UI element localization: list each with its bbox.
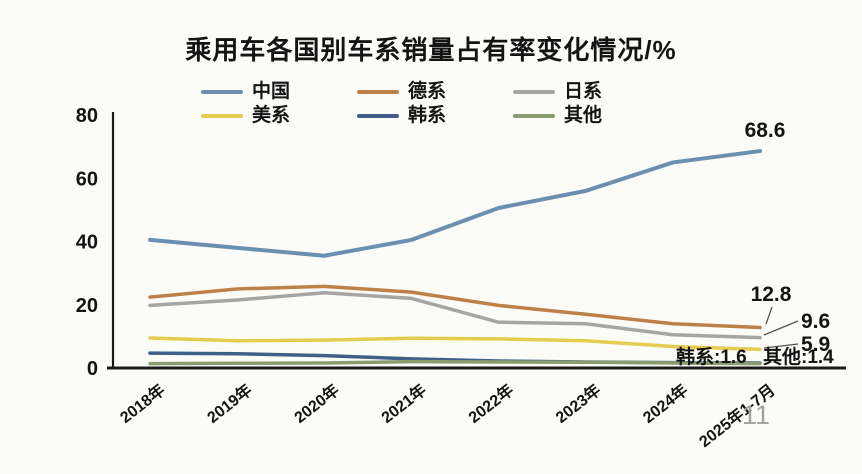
x-tick-label-2: 2020年 [290,380,342,427]
annotation-american: 5.9 [801,333,830,356]
annotation-leader-american [763,343,799,349]
y-tick-label: 80 [76,105,98,127]
legend-label-other: 其他 [564,105,603,126]
y-tick-label: 40 [76,232,98,254]
x-tick-label-5: 2023年 [552,380,604,427]
series-line-american [148,336,762,352]
y-tick-label: 60 [76,168,98,190]
x-tick-label-1: 2019年 [203,380,255,427]
legend-swatch-american-icon [201,113,243,118]
legend-swatch-german-icon [357,89,399,94]
legend-swatch-china-icon [201,89,243,94]
x-tick-label-3: 2021年 [378,380,430,427]
page-number: 11 [742,400,771,430]
legend-label-american: 美系 [252,105,291,126]
legend-label-china: 中国 [252,81,291,102]
y-tick-label: 0 [87,358,98,380]
legend-label-german: 德系 [408,81,447,102]
legend-item-korean: 韩系 [357,106,505,125]
legend-item-german: 德系 [357,82,505,101]
x-tick-label-4: 2022年 [465,380,517,427]
legend: 中国 德系 日系美系 韩系 其他 [201,82,661,125]
annotation-leader-japanese [763,320,799,336]
annotation-korean: 韩系:1.6 [676,345,747,368]
legend-swatch-other-icon [513,113,555,118]
series-line-other [148,359,762,366]
legend-item-japanese: 日系 [513,82,661,101]
legend-item-american: 美系 [201,106,349,125]
legend-swatch-korean-icon [357,113,399,118]
series-line-china [148,149,762,258]
line-chart: 0 20 40 60 80 2018年 2019年 2020年 2021年 2022年 2023年 2… [76,105,846,451]
legend-item-china: 中国 [201,82,349,101]
y-tick-label: 20 [76,295,98,317]
series-line-japanese [148,290,762,340]
x-tick-label-0: 2018年 [116,380,168,427]
x-tick-label-6: 2024年 [639,380,691,427]
legend-swatch-japanese-icon [513,89,555,94]
annotation-german: 12.8 [751,283,792,306]
legend-label-japanese: 日系 [564,81,603,102]
annotation-japanese: 9.6 [801,310,830,333]
legend-item-other: 其他 [513,106,661,125]
legend-label-korean: 韩系 [408,105,447,126]
chart-title: 乘用车各国别车系销量占有率变化情况/% [185,35,677,65]
series-line-german [148,284,762,330]
annotation-other: 其他:1.4 [763,345,834,368]
annotation-china: 68.6 [745,119,786,142]
annotation-leader-german [765,306,773,325]
